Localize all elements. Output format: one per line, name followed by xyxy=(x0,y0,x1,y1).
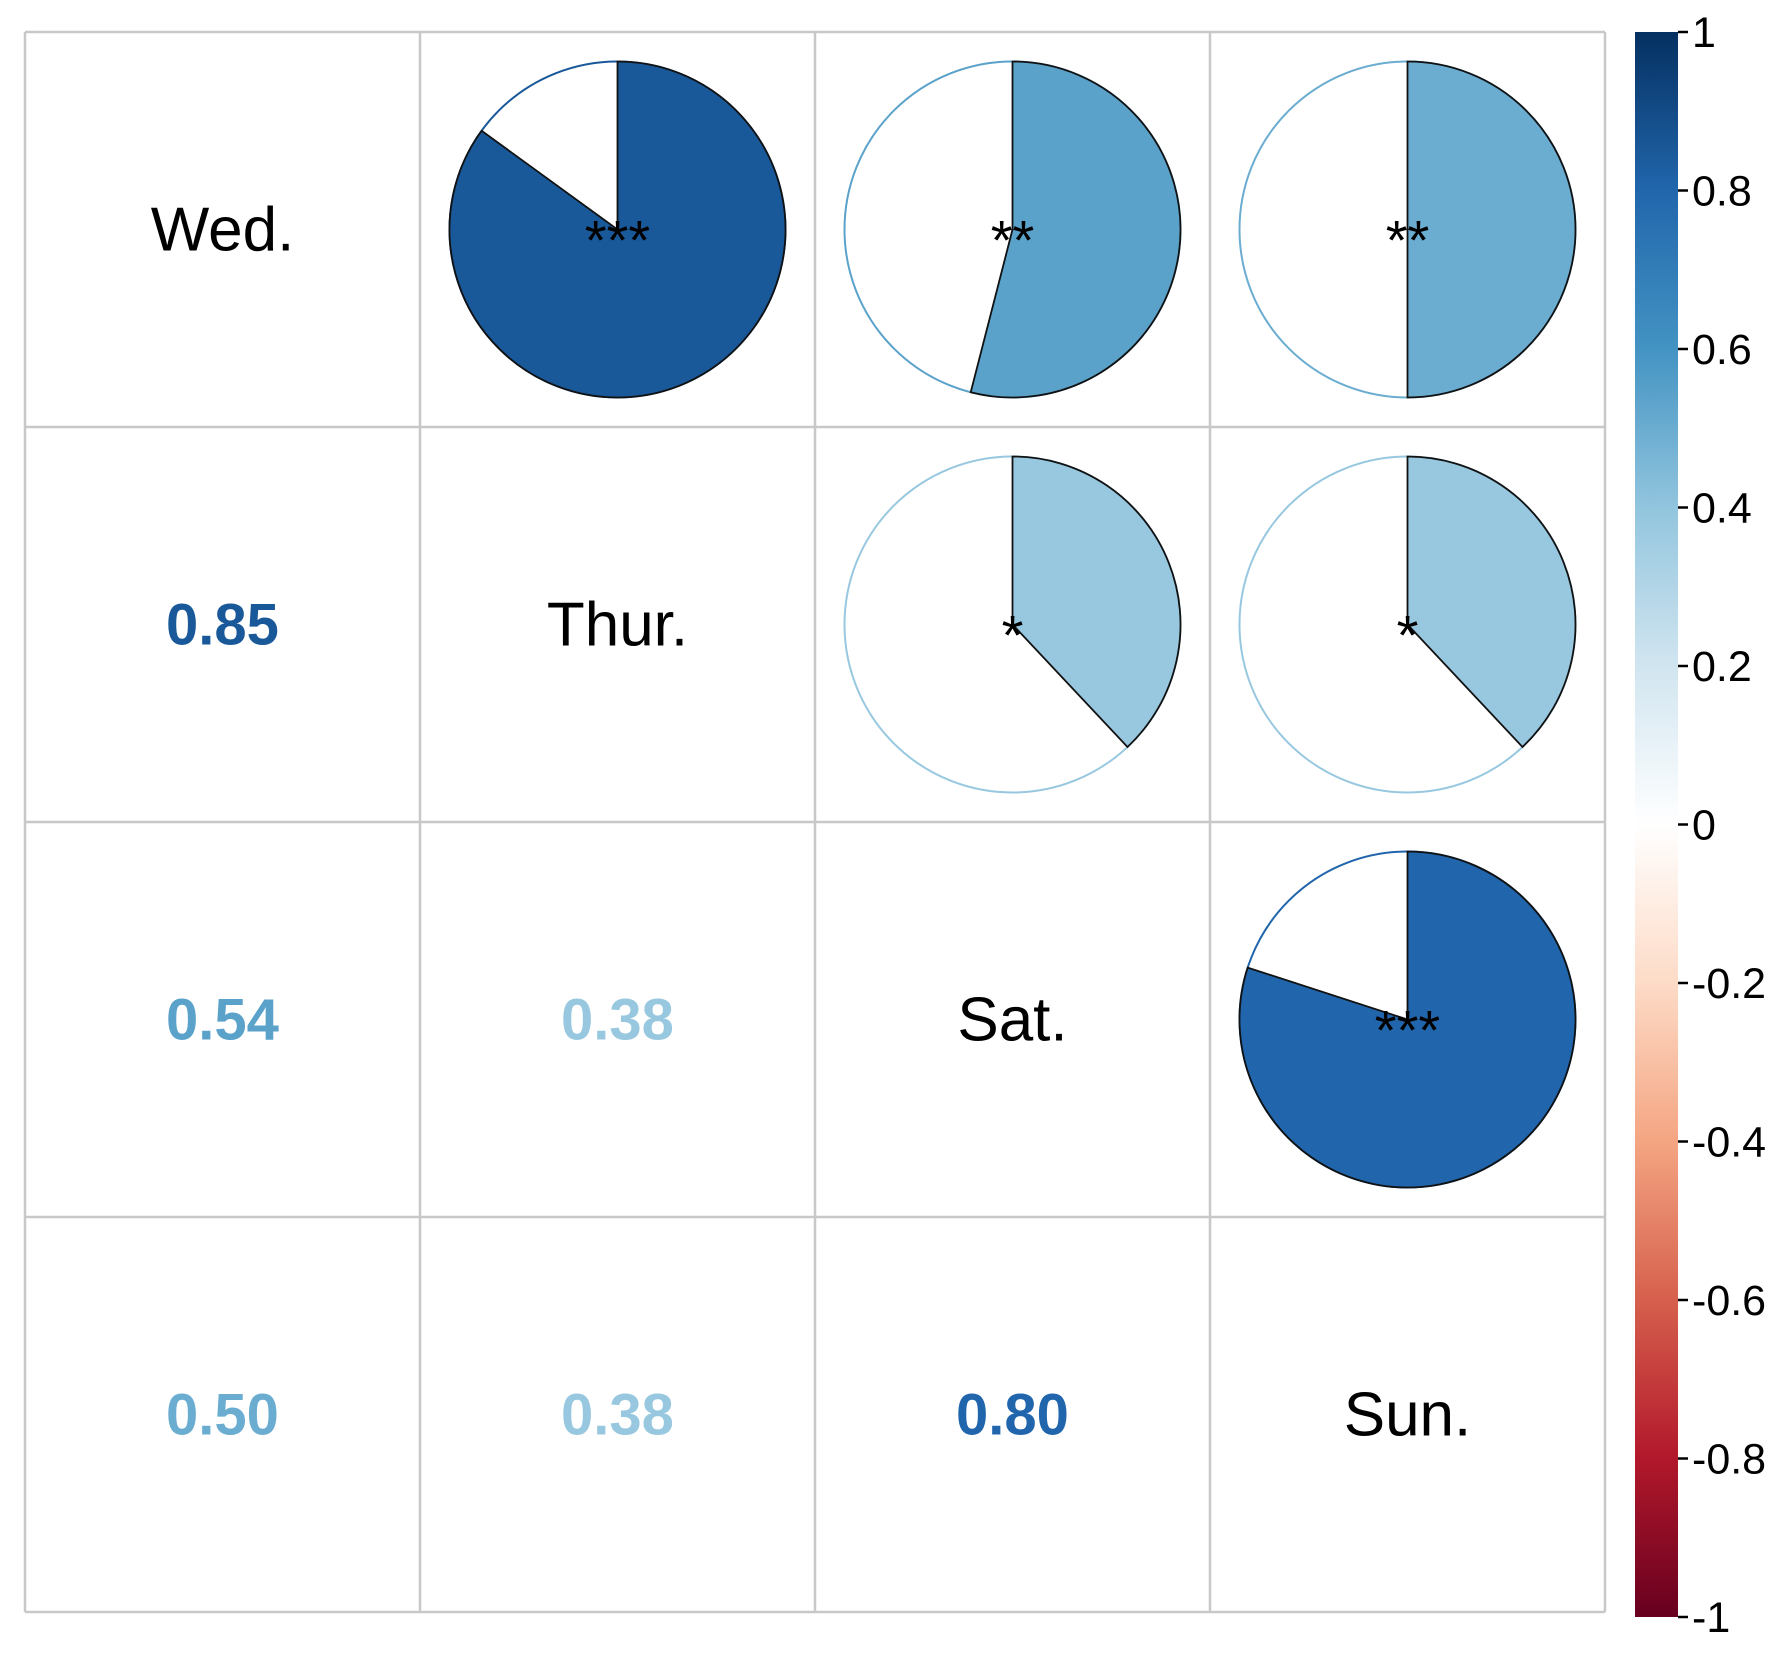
correlation-value: 0.38 xyxy=(561,1383,674,1448)
grid xyxy=(23,30,1607,1614)
variable-label: Sun. xyxy=(1344,1381,1472,1450)
colorbar-tick-label: 1 xyxy=(1692,9,1716,57)
colorbar-gradient xyxy=(1635,32,1678,1617)
colorbar-tick-label: 0.4 xyxy=(1692,485,1752,533)
pie-slice xyxy=(448,60,787,399)
colorbar-tick-label: -0.8 xyxy=(1692,1436,1766,1484)
significance-stars: ** xyxy=(991,209,1035,272)
colorbar-tick-label: -0.2 xyxy=(1692,960,1766,1008)
significance-stars: * xyxy=(1397,604,1419,667)
correlation-value: 0.80 xyxy=(956,1383,1069,1448)
correlation-value: 0.50 xyxy=(166,1383,279,1448)
colorbar-tick-label: 0.6 xyxy=(1692,326,1752,374)
colorbar-tick-label: -0.4 xyxy=(1692,1119,1766,1167)
correlation-value: 0.38 xyxy=(561,988,674,1053)
colorbar: 1 0.8 0.6 0.4 0.2 0 -0.2 -0.4 -0.6 -0.8 -1 xyxy=(1635,9,1766,1642)
pie-slice xyxy=(969,60,1182,399)
colorbar-tick-label: -1 xyxy=(1692,1594,1730,1642)
variable-label: Wed. xyxy=(151,196,295,265)
colorbar-tick-label: 0.2 xyxy=(1692,643,1752,691)
significance-stars: *** xyxy=(1375,999,1440,1062)
colorbar-tick-label: 0 xyxy=(1692,802,1716,850)
significance-stars: *** xyxy=(585,209,650,272)
correlation-value: 0.54 xyxy=(166,988,279,1053)
pie-slice xyxy=(1238,850,1577,1189)
colorbar-tick-label: 0.8 xyxy=(1692,168,1752,216)
significance-stars: ** xyxy=(1386,209,1430,272)
colorbar-tick-label: -0.6 xyxy=(1692,1277,1766,1325)
pie-slice xyxy=(1406,455,1577,749)
pie-slice xyxy=(1011,455,1182,749)
variable-label: Sat. xyxy=(957,986,1067,1055)
matrix-cells: Wed.Thur.Sat.Sun.0.85***0.54**0.50**0.38… xyxy=(151,60,1577,1450)
pie-slice xyxy=(1406,60,1577,399)
significance-stars: * xyxy=(1002,604,1024,667)
variable-label: Thur. xyxy=(547,591,688,660)
correlation-value: 0.85 xyxy=(166,593,279,658)
